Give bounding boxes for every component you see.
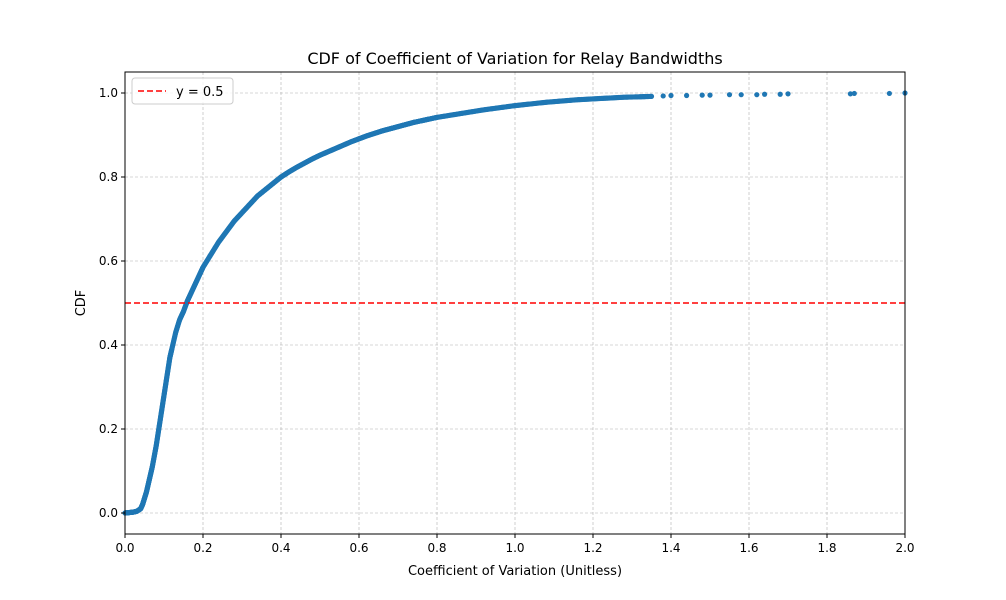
x-tick-label: 2.0 — [895, 541, 914, 555]
x-tick-label: 1.6 — [739, 541, 758, 555]
data-point — [785, 91, 791, 97]
data-point — [738, 92, 744, 98]
y-axis-label: CDF — [74, 290, 89, 317]
data-point — [648, 93, 655, 99]
x-axis-label: Coefficient of Variation (Unitless) — [408, 564, 622, 579]
data-point — [684, 92, 690, 99]
data-point — [699, 92, 705, 98]
x-tick-label: 0.2 — [193, 541, 212, 555]
y-tick-label: 0.0 — [99, 506, 118, 520]
legend-label: y = 0.5 — [176, 85, 224, 100]
y-tick-label: 1.0 — [99, 86, 118, 100]
y-axis-ticks: 0.0 0.2 0.4 0.6 0.8 1.0 — [99, 86, 125, 520]
y-tick-label: 0.4 — [99, 338, 118, 352]
x-tick-label: 0.4 — [271, 541, 290, 555]
data-point — [886, 90, 893, 97]
data-point — [754, 92, 760, 98]
legend-box — [131, 77, 234, 105]
data-points — [122, 90, 908, 516]
legend: y = 0.5 — [131, 77, 234, 105]
data-point — [668, 92, 674, 99]
x-tick-label: 1.0 — [505, 541, 524, 555]
data-point — [762, 91, 768, 97]
y-tick-label: 0.2 — [99, 422, 118, 436]
data-point — [726, 92, 733, 98]
x-tick-label: 1.8 — [817, 541, 836, 555]
chart-title: CDF of Coefficient of Variation for Rela… — [307, 49, 722, 68]
x-tick-label: 1.2 — [583, 541, 602, 555]
y-tick-label: 0.6 — [99, 254, 118, 268]
x-tick-label: 0.6 — [349, 541, 368, 555]
x-tick-label: 0.8 — [427, 541, 446, 555]
x-tick-label: 0.0 — [115, 541, 134, 555]
data-point — [660, 93, 666, 99]
x-tick-label: 1.4 — [661, 541, 680, 555]
data-point — [847, 91, 854, 97]
y-tick-label: 0.8 — [99, 170, 118, 184]
data-point — [777, 91, 783, 97]
data-point — [707, 92, 713, 98]
x-axis-ticks: 0.0 0.2 0.4 0.6 0.8 1.0 1.2 1.4 1.6 1.8 2.0 — [115, 534, 915, 555]
data-point — [851, 90, 857, 97]
